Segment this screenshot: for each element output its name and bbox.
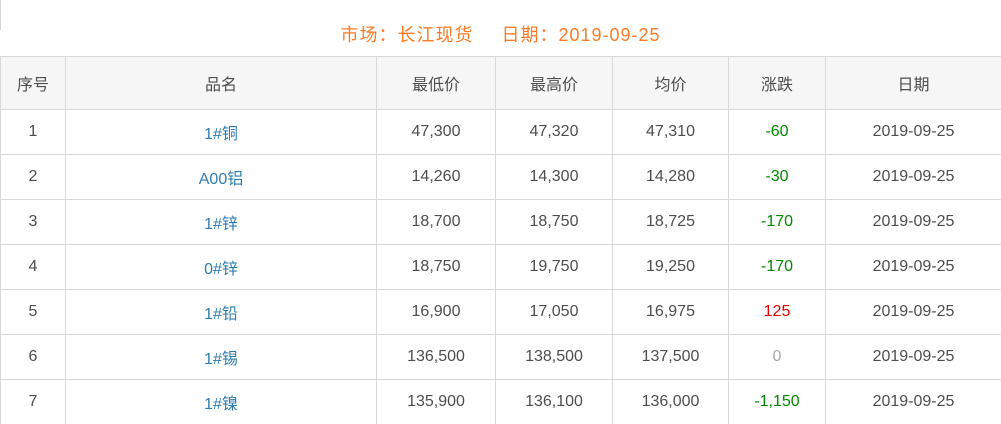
col-header-date: 日期 xyxy=(825,56,1001,110)
date-label: 日期：2019-09-25 xyxy=(501,25,661,45)
row-date: 2019-09-25 xyxy=(825,199,1001,245)
row-number: 4 xyxy=(0,244,66,290)
left-edge-line xyxy=(0,0,1,30)
table-row: 7 1#镍 135,900 136,100 136,000 -1,150 201… xyxy=(0,379,1001,424)
high-price: 14,300 xyxy=(495,154,613,200)
avg-price: 19,250 xyxy=(612,244,729,290)
avg-price: 18,725 xyxy=(612,199,729,245)
col-header-avg: 均价 xyxy=(612,56,729,110)
col-header-no: 序号 xyxy=(0,56,66,110)
table-row: 2 A00铝 14,260 14,300 14,280 -30 2019-09-… xyxy=(0,154,1001,200)
row-date: 2019-09-25 xyxy=(825,379,1001,424)
product-name-link[interactable]: 1#铜 xyxy=(65,109,377,155)
page-title: 市场：长江现货 日期：2019-09-25 xyxy=(0,0,1001,56)
product-name-link[interactable]: A00铝 xyxy=(65,154,377,200)
row-number: 5 xyxy=(0,289,66,335)
table-row: 4 0#锌 18,750 19,750 19,250 -170 2019-09-… xyxy=(0,244,1001,290)
low-price: 136,500 xyxy=(376,334,496,380)
low-price: 16,900 xyxy=(376,289,496,335)
low-price: 135,900 xyxy=(376,379,496,424)
high-price: 47,320 xyxy=(495,109,613,155)
avg-price: 16,975 xyxy=(612,289,729,335)
change-value: 125 xyxy=(728,289,826,335)
col-header-change: 涨跌 xyxy=(728,56,826,110)
product-name-link[interactable]: 1#锡 xyxy=(65,334,377,380)
avg-price: 14,280 xyxy=(612,154,729,200)
avg-price: 137,500 xyxy=(612,334,729,380)
table-row: 5 1#铅 16,900 17,050 16,975 125 2019-09-2… xyxy=(0,289,1001,335)
row-number: 3 xyxy=(0,199,66,245)
avg-price: 47,310 xyxy=(612,109,729,155)
col-header-low: 最低价 xyxy=(376,56,496,110)
col-header-name: 品名 xyxy=(65,56,377,110)
row-number: 6 xyxy=(0,334,66,380)
change-value: -170 xyxy=(728,199,826,245)
high-price: 17,050 xyxy=(495,289,613,335)
table-body: 1 1#铜 47,300 47,320 47,310 -60 2019-09-2… xyxy=(0,109,1001,424)
price-table: 序号 品名 最低价 最高价 均价 涨跌 日期 1 1#铜 47,300 47,3… xyxy=(0,56,1001,424)
row-number: 2 xyxy=(0,154,66,200)
high-price: 138,500 xyxy=(495,334,613,380)
high-price: 136,100 xyxy=(495,379,613,424)
change-value: 0 xyxy=(728,334,826,380)
market-label: 市场：长江现货 xyxy=(340,25,474,45)
row-date: 2019-09-25 xyxy=(825,154,1001,200)
row-date: 2019-09-25 xyxy=(825,289,1001,335)
table-row: 1 1#铜 47,300 47,320 47,310 -60 2019-09-2… xyxy=(0,109,1001,155)
change-value: -170 xyxy=(728,244,826,290)
low-price: 18,750 xyxy=(376,244,496,290)
row-number: 1 xyxy=(0,109,66,155)
table-row: 6 1#锡 136,500 138,500 137,500 0 2019-09-… xyxy=(0,334,1001,380)
change-value: -60 xyxy=(728,109,826,155)
change-value: -30 xyxy=(728,154,826,200)
row-number: 7 xyxy=(0,379,66,424)
product-name-link[interactable]: 1#铅 xyxy=(65,289,377,335)
low-price: 47,300 xyxy=(376,109,496,155)
row-date: 2019-09-25 xyxy=(825,109,1001,155)
product-name-link[interactable]: 0#锌 xyxy=(65,244,377,290)
col-header-high: 最高价 xyxy=(495,56,613,110)
table-header-row: 序号 品名 最低价 最高价 均价 涨跌 日期 xyxy=(0,56,1001,110)
low-price: 14,260 xyxy=(376,154,496,200)
high-price: 19,750 xyxy=(495,244,613,290)
row-date: 2019-09-25 xyxy=(825,334,1001,380)
change-value: -1,150 xyxy=(728,379,826,424)
avg-price: 136,000 xyxy=(612,379,729,424)
product-name-link[interactable]: 1#锌 xyxy=(65,199,377,245)
high-price: 18,750 xyxy=(495,199,613,245)
table-row: 3 1#锌 18,700 18,750 18,725 -170 2019-09-… xyxy=(0,199,1001,245)
product-name-link[interactable]: 1#镍 xyxy=(65,379,377,424)
row-date: 2019-09-25 xyxy=(825,244,1001,290)
low-price: 18,700 xyxy=(376,199,496,245)
